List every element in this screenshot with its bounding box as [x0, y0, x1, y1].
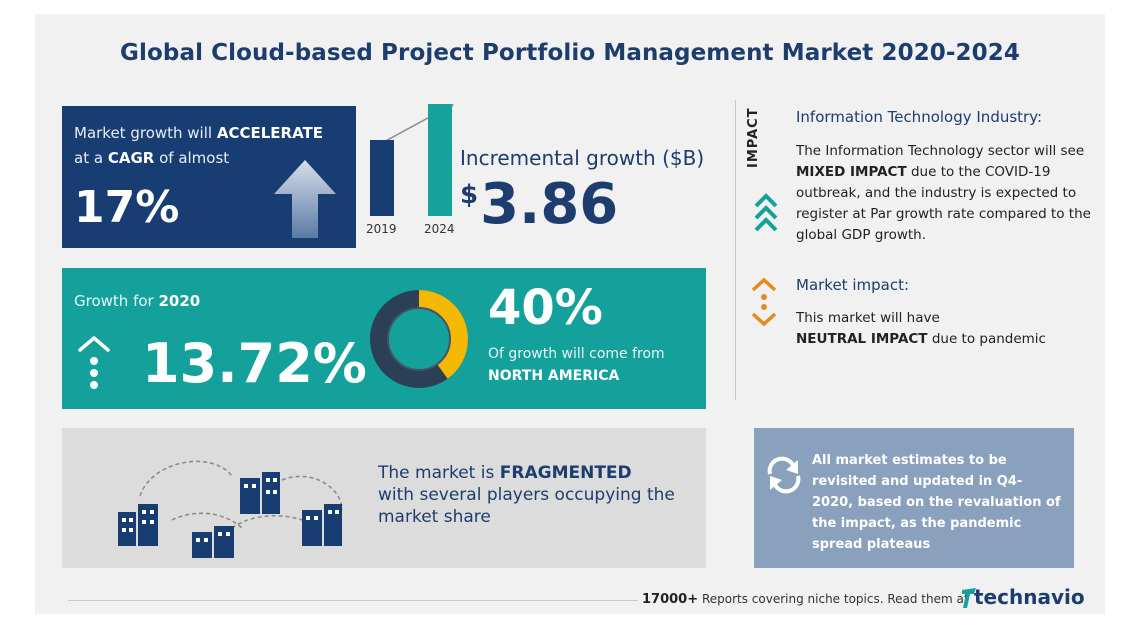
cagr-panel: Market growth will ACCELERATE at a CAGR …: [62, 106, 356, 248]
fragmented-emph: FRAGMENTED: [499, 463, 632, 483]
incremental-bars: 2019 2024: [360, 100, 470, 250]
page-title: Global Cloud-based Project Portfolio Man…: [120, 40, 1020, 66]
bar-2024: [428, 104, 452, 216]
mixed-impact-text: MIXED IMPACT: [796, 164, 907, 180]
donut-inner-ring: [387, 307, 451, 371]
footer-rule: [68, 600, 638, 601]
growth-panel: Growth for 2020 13.72% 40% Of growth wil…: [62, 268, 706, 409]
fragmented-text: The market is FRAGMENTED with several pl…: [378, 463, 675, 527]
refresh-icon: [767, 456, 801, 494]
cagr-value: 17%: [74, 182, 180, 233]
footer-text: 17000+ Reports covering niche topics. Re…: [642, 592, 969, 607]
buildings-icon: [118, 460, 343, 558]
cagr-line2: at a CAGR of almost: [74, 149, 230, 167]
accelerate-text: ACCELERATE: [216, 124, 323, 142]
technavio-brand: technavio: [974, 585, 1085, 609]
market-impact-text: This market will have NEUTRAL IMPACT due…: [796, 310, 1046, 347]
growth-value: 13.72%: [142, 332, 367, 395]
bar-2019: [370, 140, 394, 216]
incremental-value: $3.86: [460, 172, 619, 237]
bar-label-2019: 2019: [366, 222, 397, 236]
note-text: All market estimates to be revisited and…: [812, 453, 1061, 552]
fragmented-panel: The market is FRAGMENTED with several pl…: [62, 428, 706, 568]
market-impact-title: Market impact:: [796, 276, 910, 294]
growth-label: Growth for 2020: [74, 292, 201, 310]
share-description: Of growth will come from: [488, 346, 665, 362]
donut-center: [405, 325, 433, 353]
bar-label-2024: 2024: [424, 222, 455, 236]
impact-tag: IMPACT: [746, 107, 761, 168]
it-industry-title: Information Technology Industry:: [796, 108, 1043, 126]
chevrons-up-icon: [754, 193, 778, 232]
growth-signal-icon: [78, 336, 110, 389]
neutral-impact-icon: [751, 277, 777, 327]
share-region: NORTH AMERICA: [488, 368, 620, 384]
incremental-label: Incremental growth ($B): [460, 146, 705, 170]
up-arrow-icon: [274, 160, 336, 238]
impact-divider: [735, 100, 736, 400]
technavio-logo-icon: [962, 588, 976, 608]
currency-symbol: $: [460, 180, 479, 210]
donut-north-america: [370, 290, 468, 388]
share-value: 40%: [488, 280, 603, 336]
estimates-note: All market estimates to be revisited and…: [754, 428, 1074, 568]
neutral-impact-text: NEUTRAL IMPACT: [796, 331, 928, 347]
cagr-line1: Market growth will ACCELERATE: [74, 124, 323, 142]
cagr-text: CAGR: [107, 149, 155, 167]
region-share-donut: [370, 290, 468, 388]
it-industry-text: The Information Technology sector will s…: [796, 143, 1091, 243]
